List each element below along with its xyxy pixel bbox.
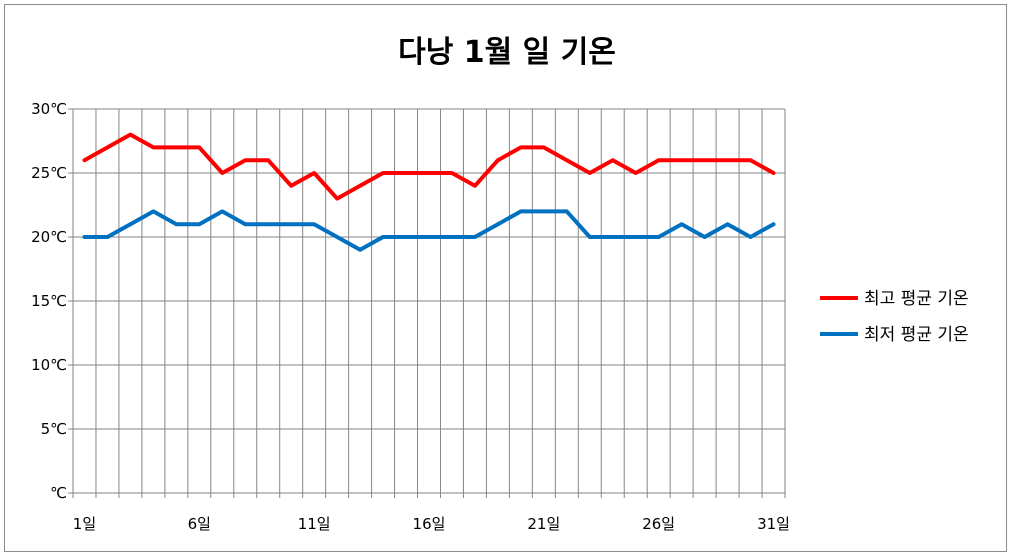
grid-layer [72, 108, 786, 494]
x-tick-label: 31일 [757, 515, 790, 533]
chart-frame [4, 4, 1007, 552]
y-tick-label: 25℃ [31, 164, 67, 182]
series-line-2 [82, 209, 776, 252]
x-tick-label: 1일 [73, 515, 96, 533]
x-tick-label: 26일 [642, 515, 675, 533]
y-tick-label: 30℃ [31, 100, 67, 118]
x-tick-label: 16일 [413, 515, 446, 533]
y-tick-label: 20℃ [31, 228, 67, 246]
x-tick-label: 11일 [298, 515, 331, 533]
series-line-1 [82, 132, 776, 201]
y-tick-label: 10℃ [31, 356, 67, 374]
legend-label: 최고 평균 기온 [864, 289, 969, 309]
x-tick-label: 6일 [188, 515, 211, 533]
y-tick-label: ℃ [50, 484, 67, 502]
legend-label: 최저 평균 기온 [864, 325, 969, 345]
axis-layer: ℃ 5℃ 10℃ 15℃ 20℃ 25℃ 30℃ 1일 6일 11일 16일 21일 26일 31일 [31, 100, 790, 533]
chart-title: 다낭 1월 일 기온 [398, 35, 616, 70]
y-tick-label: 15℃ [31, 292, 67, 310]
series-layer [82, 132, 776, 252]
y-tick-label: 5℃ [41, 420, 67, 438]
x-tick-label: 21일 [527, 515, 560, 533]
